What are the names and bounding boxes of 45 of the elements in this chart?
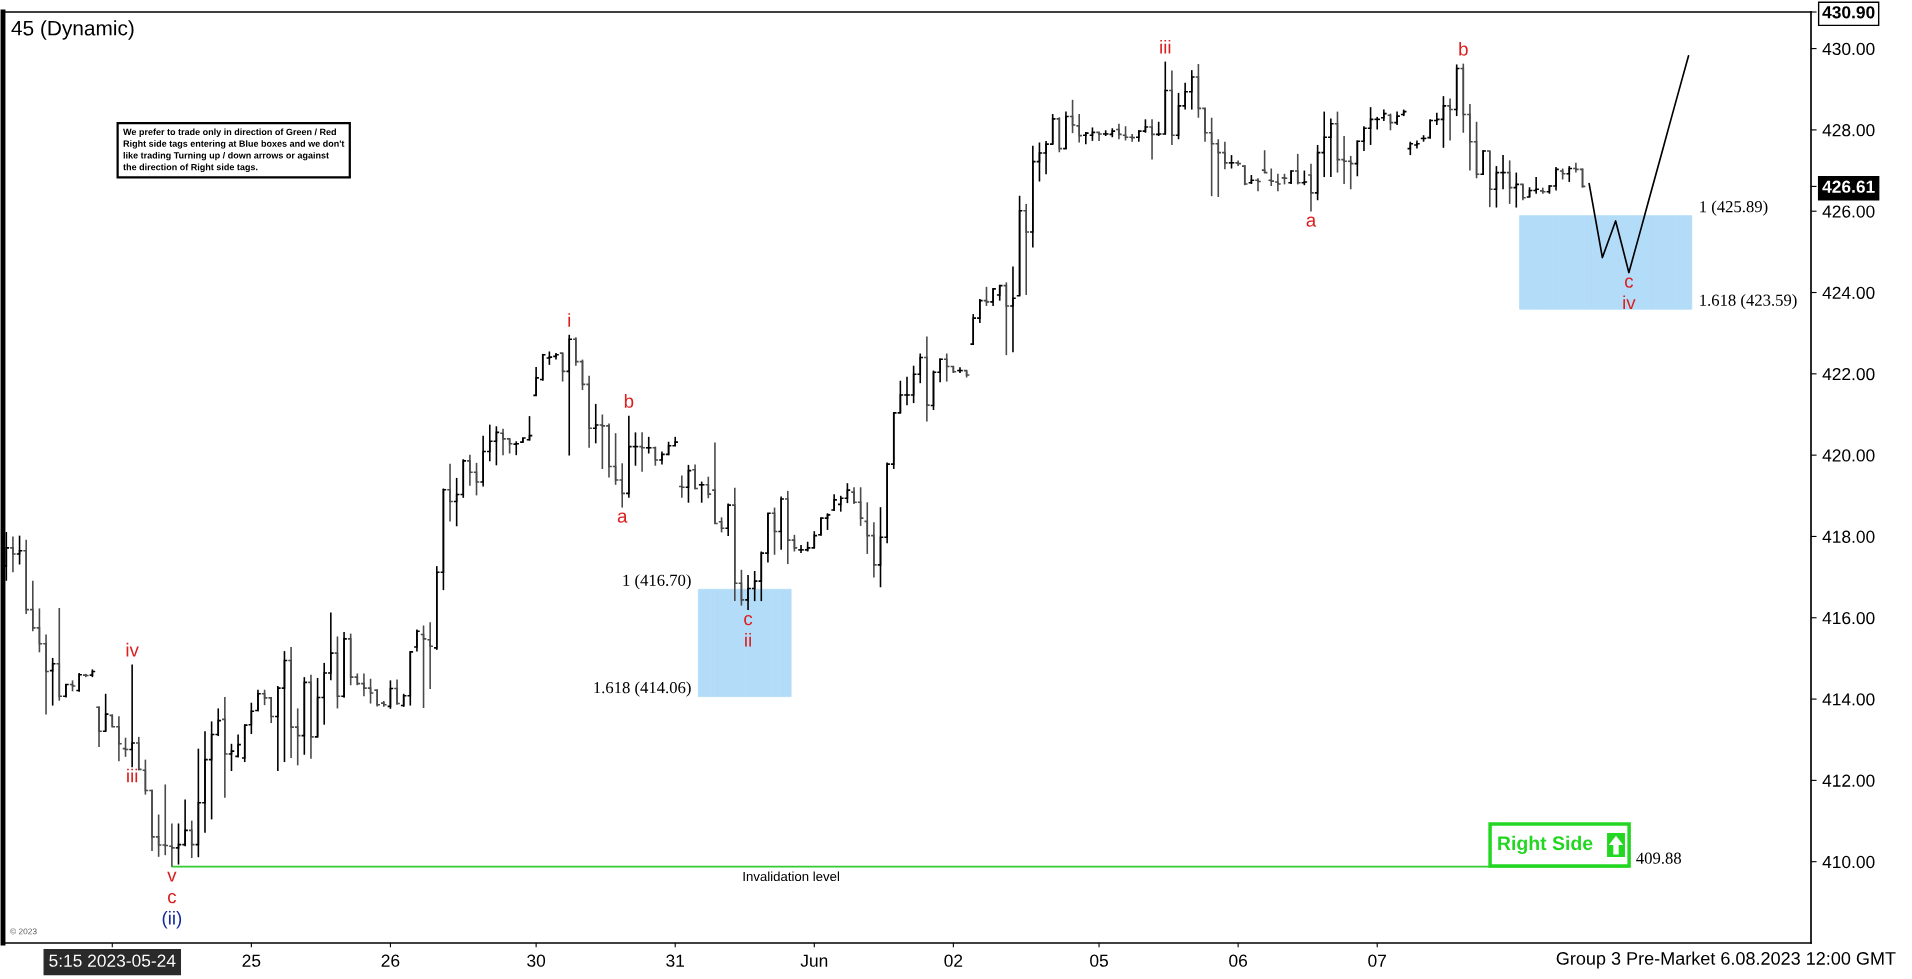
annotation: v: [167, 871, 177, 882]
y-tick-label: 422.00: [1822, 368, 1875, 381]
annotation: iv: [126, 642, 139, 657]
y-tick-label: 410.00: [1822, 855, 1875, 869]
y-tick-label: 424.00: [1822, 286, 1875, 299]
y-tick-label: 414.00: [1822, 693, 1875, 706]
annotation: a: [617, 512, 628, 523]
x-tick-label: 5:15 2023-05-24: [49, 954, 176, 967]
annotation: 1.618 (414.06): [594, 681, 691, 697]
text: Group 3 Pre-Market 6.08.2023 12:00 GMT: [1556, 951, 1896, 969]
x-tick-label: 02: [944, 954, 963, 967]
x-tick-label: 31: [666, 954, 685, 967]
y-tick-label: 426.61: [1822, 180, 1875, 193]
annotation: 1 (425.89): [1700, 200, 1768, 216]
chart-title: 45 (Dynamic): [11, 20, 134, 40]
annotation: a: [1306, 216, 1317, 227]
x-tick-label: 25: [242, 954, 261, 967]
y-tick-label: 430.00: [1822, 42, 1875, 56]
x-tick-label: 05: [1090, 954, 1108, 967]
x-tick-label: 30: [527, 954, 546, 967]
annotation: (ii): [162, 911, 182, 929]
annotation: 1 (416.70): [623, 574, 691, 590]
x-tick-label: 07: [1368, 954, 1386, 967]
y-tick-label: 418.00: [1822, 530, 1875, 543]
y-tick-label: 430.90: [1822, 6, 1875, 19]
y-tick-label: 412.00: [1822, 774, 1875, 787]
annotation: b: [624, 394, 634, 408]
annotation: 1.618 (423.59): [1700, 294, 1797, 310]
annotation: We prefer to trade only in direction of Green / Red Right side tags entering at Blue boxes and we don't like trading Turning up / down arrows or against the direction of Right side tags.: [123, 128, 345, 173]
y-tick-label: 428.00: [1822, 124, 1875, 137]
annotation: b: [1459, 41, 1468, 56]
y-tick-label: 426.00: [1822, 205, 1875, 218]
x-tick-label: Jun: [800, 954, 828, 967]
y-tick-label: 416.00: [1822, 611, 1875, 625]
y-tick-label: 420.00: [1822, 449, 1875, 462]
annotation: iii: [1160, 39, 1171, 54]
annotation: Right Side: [1498, 835, 1593, 855]
annotation: iii: [127, 768, 138, 783]
annotation: Invalidation level: [743, 871, 839, 882]
annotation: © 2023: [10, 928, 37, 935]
x-tick-label: 06: [1229, 954, 1248, 967]
annotation: c: [167, 892, 177, 904]
annotation: 409.88: [1636, 852, 1682, 864]
annotation: i: [568, 313, 571, 327]
x-tick-label: 26: [381, 954, 400, 967]
